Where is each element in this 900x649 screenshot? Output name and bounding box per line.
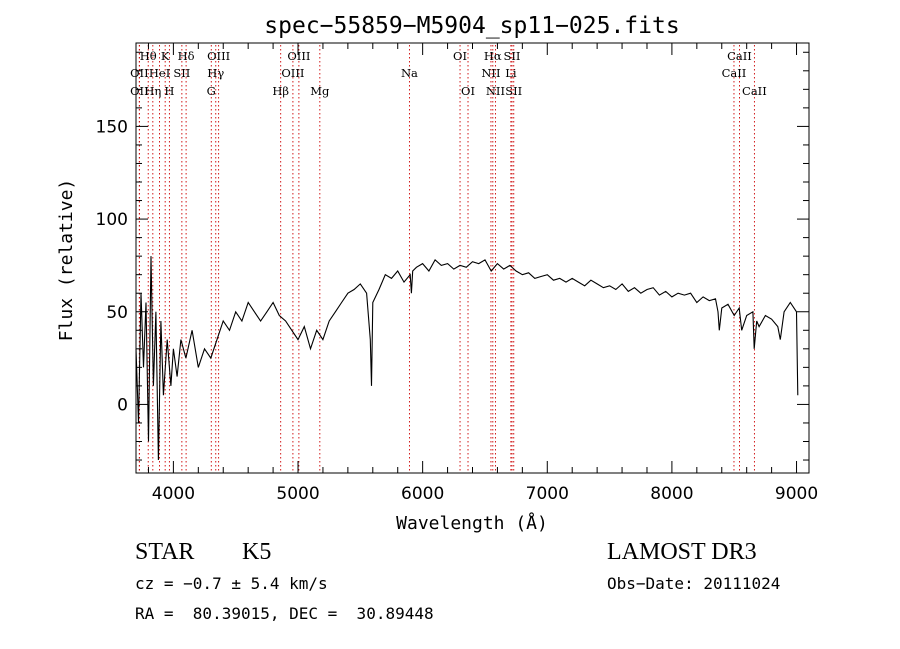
line-marker-label-22: Li (505, 66, 517, 80)
y-tick-label-150: 150 (96, 117, 128, 137)
x-tick-label-5000: 5000 (276, 484, 319, 504)
sky-coordinates: RA = 80.39015, DEC = 30.89448 (135, 604, 434, 623)
line-marker-label-24: SII (505, 84, 522, 98)
survey-name: LAMOST DR3 (607, 539, 757, 565)
line-marker-label-8: Hδ (178, 49, 195, 63)
y-axis-label: Flux (relative) (56, 179, 77, 342)
line-marker-label-23: SII (504, 49, 521, 63)
line-marker-label-21: NII (486, 84, 505, 98)
line-marker-label-5: K (161, 49, 170, 63)
spectrum-chart: spec−55859−M5904_sp11−025.fits HθHηOIIOI… (56, 13, 818, 534)
line-marker-label-9: G (207, 84, 216, 98)
line-marker-label-16: Na (401, 66, 418, 80)
line-marker-label-13: OIII (281, 66, 304, 80)
line-marker-label-1: Hη (144, 84, 161, 98)
line-marker-label-27: CaII (742, 84, 767, 98)
redshift-velocity: cz = −0.7 ± 5.4 km/s (135, 574, 328, 593)
x-tick-label-6000: 6000 (401, 484, 444, 504)
line-marker-label-25: CaII (722, 66, 747, 80)
x-tick-label-7000: 7000 (526, 484, 569, 504)
plot-frame (135, 42, 810, 474)
line-marker-label-19: Hα (484, 49, 502, 63)
flux-series-line (135, 256, 799, 461)
line-marker-label-7: SII (173, 66, 190, 80)
x-tick-label-8000: 8000 (650, 484, 693, 504)
line-marker-label-26: CaII (727, 49, 752, 63)
line-marker-label-18: OI (461, 84, 475, 98)
chart-title: spec−55859−M5904_sp11−025.fits (264, 13, 679, 39)
line-marker-label-17: OI (453, 49, 467, 63)
line-marker-label-3: OII (130, 84, 149, 98)
line-marker-label-11: OIII (207, 49, 230, 63)
line-marker-label-15: Mg (310, 84, 330, 98)
y-axis-ticks: 0 50 100 150 (96, 51, 809, 461)
x-axis-label: Wavelength (Å) (396, 512, 548, 534)
x-axis-ticks: 4000 5000 6000 7000 8000 9000 (147, 43, 818, 504)
line-marker-label-12: Hβ (272, 84, 289, 98)
object-class: STAR (135, 539, 195, 565)
observation-date: Obs−Date: 20111024 (607, 574, 781, 593)
y-tick-label-0: 0 (117, 395, 128, 415)
line-marker-label-14: OIII (287, 49, 310, 63)
line-marker-label-4: HeI (149, 66, 170, 80)
object-subclass: K5 (242, 539, 272, 565)
x-tick-label-9000: 9000 (775, 484, 818, 504)
line-marker-label-20: NII (481, 66, 500, 80)
y-tick-label-100: 100 (96, 210, 128, 230)
x-tick-label-4000: 4000 (152, 484, 195, 504)
y-tick-label-50: 50 (106, 303, 128, 323)
line-marker-label-10: Hγ (207, 66, 224, 80)
line-marker-label-2: OII (130, 66, 149, 80)
line-marker-label-6: H (164, 84, 174, 98)
line-marker-label-0: Hθ (140, 49, 157, 63)
emission-line-markers (138, 45, 755, 473)
emission-line-labels: HθHηOIIOIIHeIKHSIIHδGHγOIIIHβOIIIOIIIMgN… (130, 49, 767, 98)
